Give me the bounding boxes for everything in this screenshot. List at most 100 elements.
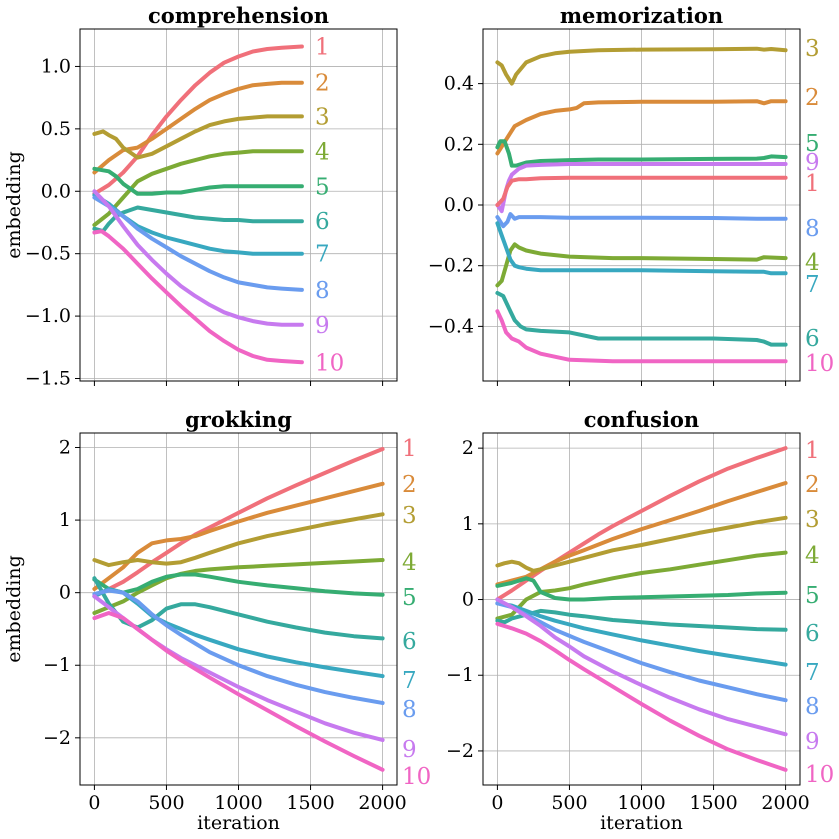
series-label-6: 6 (805, 326, 820, 352)
series-label-10: 10 (805, 351, 834, 377)
series-label-2: 2 (315, 71, 330, 97)
series-label-6: 6 (315, 209, 330, 235)
series-line-10 (92, 611, 385, 772)
x-tick-label: 0 (88, 792, 100, 814)
series-label-5: 5 (805, 583, 820, 609)
series-label-6: 6 (402, 629, 417, 655)
x-tick-label: 1500 (689, 792, 737, 814)
series-line-3 (495, 515, 788, 573)
y-axis-label: embedding (3, 151, 25, 258)
series-label-2: 2 (402, 472, 417, 498)
panel-confusion: 0 500 1000 1500 2000 −2 −1 0 1 2 confusion iteratio… (446, 407, 834, 834)
series-line-8 (92, 195, 304, 292)
series-label-7: 7 (402, 668, 417, 694)
y-tick-label: −2 (446, 740, 474, 762)
series-line-1 (92, 44, 304, 196)
series-line-3 (92, 512, 385, 568)
series-line-7 (92, 193, 304, 256)
series-label-10: 10 (805, 762, 834, 788)
series-label-5: 5 (315, 174, 330, 200)
y-axis-label: embedding (3, 555, 25, 662)
series-line-5 (92, 166, 304, 196)
series-label-10: 10 (315, 350, 344, 376)
series-line-3 (495, 46, 788, 86)
series-line-8 (92, 588, 385, 705)
y-tick-label: −1.0 (25, 305, 71, 327)
x-tick-label: 2000 (358, 792, 406, 814)
y-tick-label: 1 (59, 509, 71, 531)
series-line-1 (92, 447, 385, 599)
series-line-5 (92, 572, 385, 597)
x-tick-label: 1000 (214, 792, 262, 814)
x-tick-label: 1500 (286, 792, 334, 814)
y-tick-label: −1 (446, 664, 474, 686)
series-line-7 (495, 221, 788, 276)
y-tick-label: 0 (59, 582, 71, 604)
y-tick-label: 0.2 (444, 133, 474, 155)
series-label-10: 10 (402, 764, 431, 790)
series-line-6 (495, 291, 788, 347)
y-tick-label: 2 (59, 437, 71, 459)
x-tick-label: 500 (148, 792, 184, 814)
series-line-4 (495, 550, 788, 621)
series-label-8: 8 (805, 694, 820, 720)
series-label-6: 6 (805, 621, 820, 647)
y-tick-label: 0.0 (444, 194, 474, 216)
series-label-3: 3 (315, 104, 330, 130)
x-axis-label: iteration (600, 812, 683, 834)
series-label-7: 7 (315, 242, 330, 268)
series-line-2 (495, 481, 788, 587)
series-line-2 (495, 99, 788, 156)
x-tick-label: 500 (551, 792, 587, 814)
series-line-6 (495, 608, 788, 632)
series-label-4: 4 (315, 139, 330, 165)
series-line-5 (495, 139, 788, 168)
series-label-5: 5 (805, 131, 820, 157)
series-line-1 (495, 446, 788, 602)
series-label-3: 3 (402, 503, 417, 529)
series-label-1: 1 (315, 34, 330, 60)
y-tick-label: −2 (43, 727, 71, 749)
y-tick-label: 1.0 (41, 55, 71, 77)
series-label-9: 9 (805, 150, 820, 176)
y-tick-label: −0.5 (25, 243, 71, 265)
series-label-1: 1 (805, 438, 820, 464)
y-tick-label: −0.2 (428, 255, 474, 277)
series-label-4: 4 (402, 550, 417, 576)
series-label-1: 1 (402, 436, 417, 462)
series-line-10 (495, 621, 788, 772)
series-line-9 (92, 189, 304, 327)
chart-title: comprehension (148, 3, 329, 28)
series-line-10 (92, 229, 304, 365)
x-tick-label: 2000 (761, 792, 809, 814)
series-label-2: 2 (805, 85, 820, 111)
series-label-4: 4 (805, 543, 820, 569)
series-label-1: 1 (805, 171, 820, 197)
series-label-8: 8 (315, 278, 330, 304)
x-axis-label: iteration (197, 812, 280, 834)
chart-title: confusion (584, 407, 699, 432)
chart-title: memorization (560, 3, 723, 28)
series-label-2: 2 (805, 472, 820, 498)
series-line-7 (495, 601, 788, 667)
series-label-5: 5 (402, 585, 417, 611)
series-line-5 (495, 576, 788, 602)
y-tick-label: 0.0 (41, 180, 71, 202)
series-label-4: 4 (805, 250, 820, 276)
series-label-3: 3 (805, 36, 820, 62)
series-label-9: 9 (805, 729, 820, 755)
y-tick-label: 0.5 (41, 118, 71, 140)
y-tick-label: 2 (462, 437, 474, 459)
series-label-9: 9 (402, 737, 417, 763)
y-tick-label: 0.4 (444, 73, 474, 95)
x-tick-label: 1000 (617, 792, 665, 814)
series-line-3 (92, 114, 304, 160)
y-tick-label: 0 (462, 589, 474, 611)
panel-memorization: −0.4 −0.2 0.0 0.2 0.4 memorization 3 2 591 8 47 610 (428, 3, 834, 386)
panel-comprehension: −1.5 −1.0 −0.5 0.0 0.5 1.0 comprehension embedd… (3, 3, 398, 390)
series-line-4 (495, 242, 788, 288)
y-tick-label: −1.5 (25, 368, 71, 390)
series-line-1 (495, 175, 788, 207)
series-label-7: 7 (805, 272, 820, 298)
chart-title: grokking (185, 407, 292, 432)
